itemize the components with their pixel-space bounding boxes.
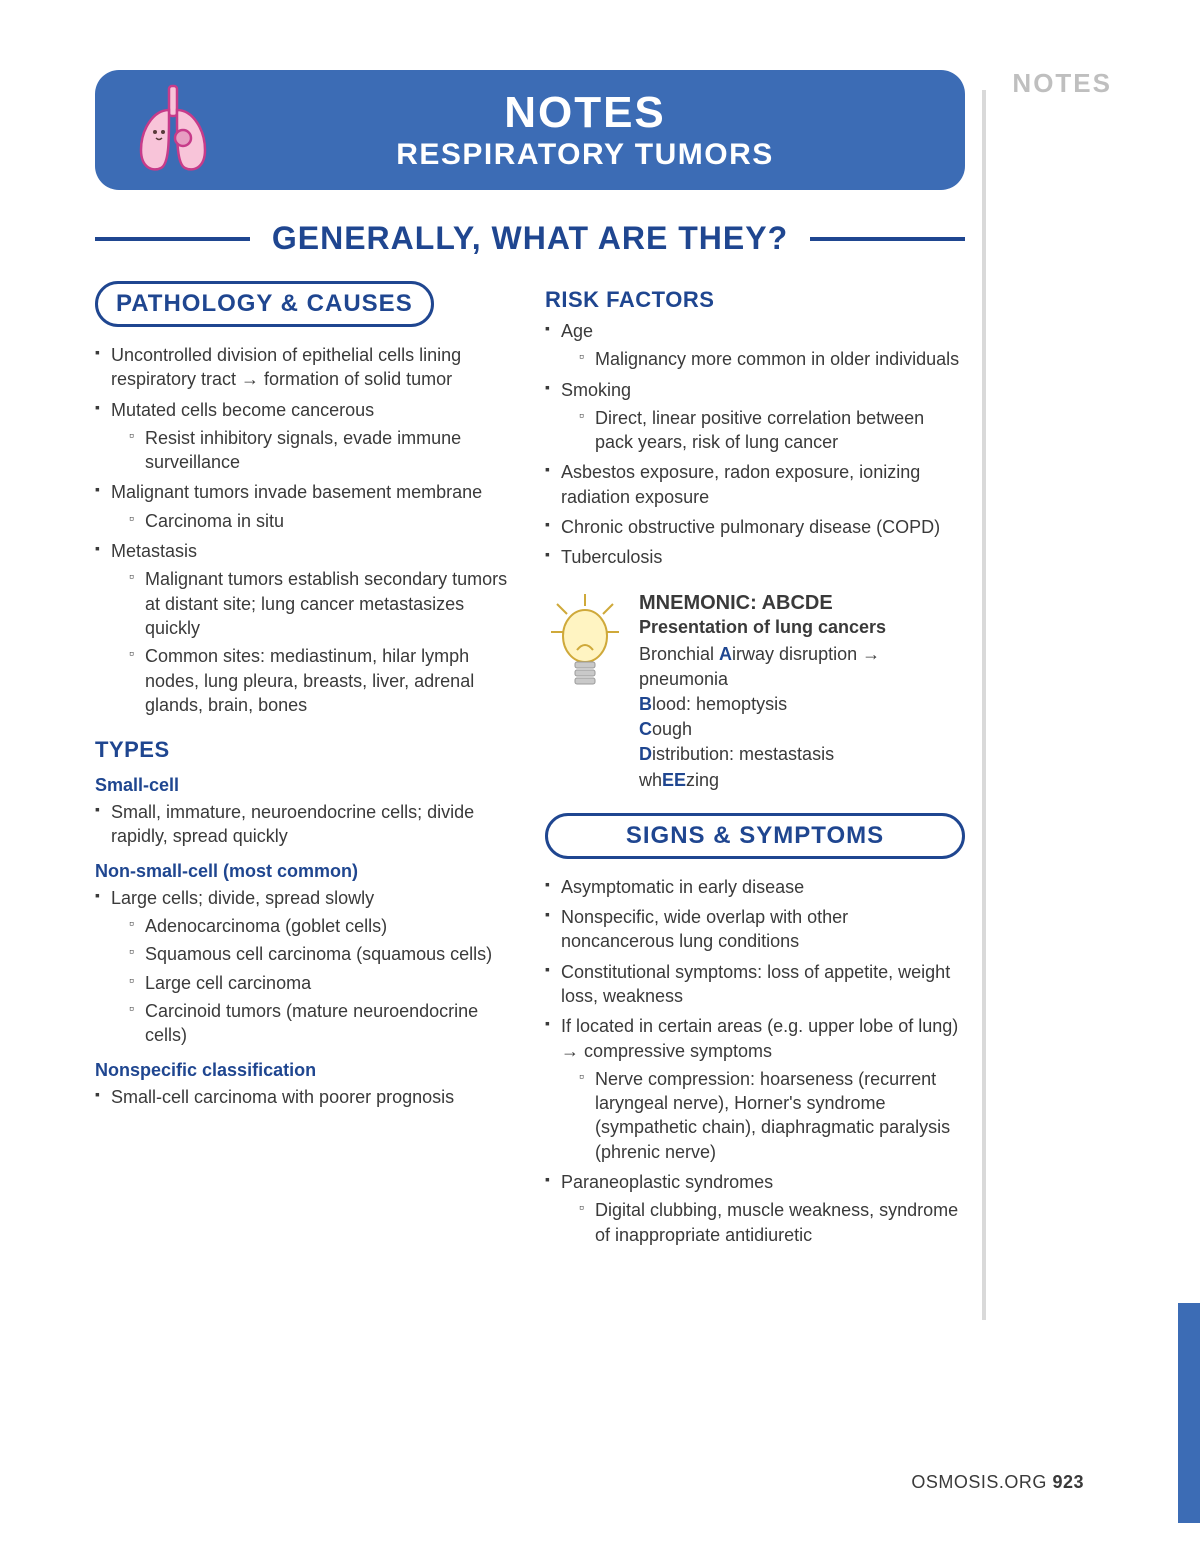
mnemonic-lines: Bronchial Airway disruption → pneumoniaB…	[639, 642, 965, 793]
content-columns: PATHOLOGY & CAUSES Uncontrolled division…	[95, 281, 965, 1253]
side-blue-tab	[1178, 1303, 1200, 1523]
lightbulb-icon	[545, 592, 625, 702]
mnemonic-line: Blood: hemoptysis	[639, 692, 965, 717]
pathology-bullets: Uncontrolled division of epithelial cell…	[95, 343, 515, 717]
title-banner: NOTES RESPIRATORY TUMORS	[95, 70, 965, 190]
list-item: Paraneoplastic syndromesDigital clubbing…	[545, 1170, 965, 1247]
list-subitem: Direct, linear positive correlation betw…	[579, 406, 965, 455]
type-group-bullets: Small-cell carcinoma with poorer prognos…	[95, 1085, 515, 1109]
mnemonic-text: MNEMONIC: ABCDE Presentation of lung can…	[639, 592, 965, 793]
type-group-heading: Small-cell	[95, 775, 515, 796]
list-item: Tuberculosis	[545, 545, 965, 569]
risk-bullets: AgeMalignancy more common in older indiv…	[545, 319, 965, 570]
mnemonic-title: MNEMONIC: ABCDE	[639, 592, 965, 615]
rule-right	[810, 237, 965, 241]
side-tab-notes: NOTES	[1012, 68, 1112, 99]
list-item: Asymptomatic in early disease	[545, 875, 965, 899]
type-group-heading: Nonspecific classification	[95, 1060, 515, 1081]
banner-title: NOTES	[235, 88, 935, 138]
list-item: Malignant tumors invade basement membran…	[95, 480, 515, 533]
signs-heading: SIGNS & SYMPTOMS	[545, 813, 965, 859]
signs-bullets: Asymptomatic in early disease Nonspecific…	[545, 875, 965, 1247]
list-subitem: Carcinoid tumors (mature neuroendocrine …	[129, 999, 515, 1048]
mnemonic-subtitle: Presentation of lung cancers	[639, 617, 965, 638]
type-groups: Small-cell Small, immature, neuroendocrin…	[95, 775, 515, 1109]
section-heading-text: GENERALLY, WHAT ARE THEY?	[250, 220, 810, 257]
list-subitem: Resist inhibitory signals, evade immune …	[129, 426, 515, 475]
right-column: RISK FACTORS AgeMalignancy more common i…	[545, 281, 965, 1253]
list-item: Small-cell carcinoma with poorer prognos…	[95, 1085, 515, 1109]
mnemonic-box: MNEMONIC: ABCDE Presentation of lung can…	[545, 592, 965, 793]
left-column: PATHOLOGY & CAUSES Uncontrolled division…	[95, 281, 515, 1253]
list-subitem: Nerve compression: hoarseness (recurrent…	[579, 1067, 965, 1164]
list-subitem: Carcinoma in situ	[129, 509, 515, 533]
banner-subtitle: RESPIRATORY TUMORS	[235, 138, 935, 172]
page: NOTES NOTES RESPIRATORY TUMORS GENERALLY…	[0, 0, 1200, 1253]
list-item: AgeMalignancy more common in older indiv…	[545, 319, 965, 372]
lungs-icon	[123, 80, 223, 180]
list-item: Small, immature, neuroendocrine cells; d…	[95, 800, 515, 849]
page-footer: OSMOSIS.ORG 923	[911, 1472, 1084, 1493]
type-group-heading: Non-small-cell (most common)	[95, 861, 515, 882]
type-group-bullets: Large cells; divide, spread slowlyAdenoc…	[95, 886, 515, 1048]
list-item: Chronic obstructive pulmonary disease (C…	[545, 515, 965, 539]
rule-left	[95, 237, 250, 241]
mnemonic-line: Distribution: mestastasis	[639, 742, 965, 767]
footer-page-number: 923	[1052, 1472, 1084, 1492]
risk-factors-heading: RISK FACTORS	[545, 287, 965, 313]
list-item: Constitutional symptoms: loss of appetit…	[545, 960, 965, 1009]
list-item: SmokingDirect, linear positive correlati…	[545, 378, 965, 455]
list-item: Large cells; divide, spread slowlyAdenoc…	[95, 886, 515, 1048]
type-group-bullets: Small, immature, neuroendocrine cells; d…	[95, 800, 515, 849]
mnemonic-line: Bronchial Airway disruption → pneumonia	[639, 642, 965, 692]
footer-site: OSMOSIS.ORG	[911, 1472, 1047, 1492]
list-subitem: Large cell carcinoma	[129, 971, 515, 995]
types-heading: TYPES	[95, 737, 515, 763]
list-subitem: Malignant tumors establish secondary tum…	[129, 567, 515, 640]
list-item: Uncontrolled division of epithelial cell…	[95, 343, 515, 392]
list-item: Mutated cells become cancerousResist inh…	[95, 398, 515, 475]
vertical-divider	[982, 90, 986, 1320]
pathology-heading: PATHOLOGY & CAUSES	[95, 281, 434, 327]
list-item: MetastasisMalignant tumors establish sec…	[95, 539, 515, 717]
mnemonic-line: whEEzing	[639, 768, 965, 793]
section-heading: GENERALLY, WHAT ARE THEY?	[95, 220, 965, 257]
list-subitem: Squamous cell carcinoma (squamous cells)	[129, 942, 515, 966]
mnemonic-line: Cough	[639, 717, 965, 742]
list-subitem: Digital clubbing, muscle weakness, syndr…	[579, 1198, 965, 1247]
list-item: Nonspecific, wide overlap with other non…	[545, 905, 965, 954]
list-item: Asbestos exposure, radon exposure, ioniz…	[545, 460, 965, 509]
list-subitem: Adenocarcinoma (goblet cells)	[129, 914, 515, 938]
list-item: If located in certain areas (e.g. upper …	[545, 1014, 965, 1164]
list-subitem: Common sites: mediastinum, hilar lymph n…	[129, 644, 515, 717]
list-subitem: Malignancy more common in older individu…	[579, 347, 965, 371]
